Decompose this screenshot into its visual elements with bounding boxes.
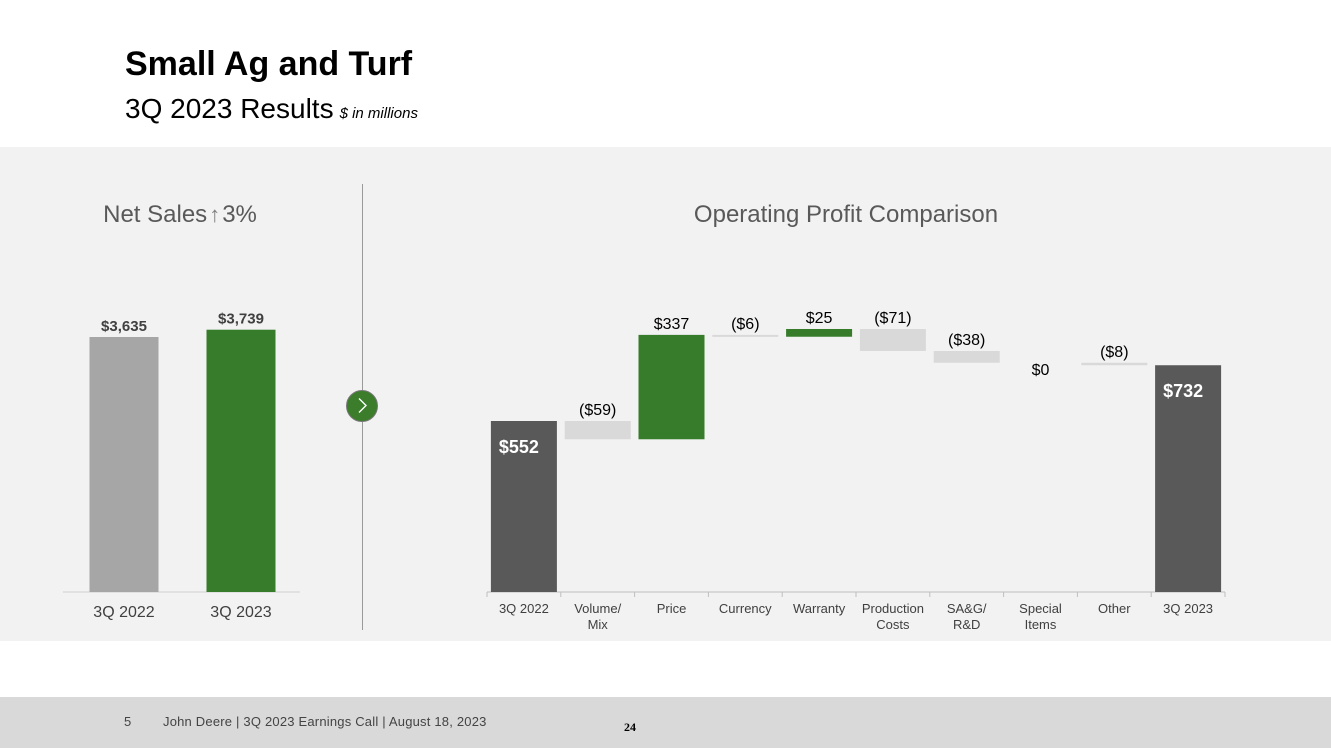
net-sales-bar [89, 337, 159, 592]
waterfall-category-label: Items [1025, 617, 1057, 632]
waterfall-delta-bar [933, 350, 1000, 363]
footer-text: John Deere | 3Q 2023 Earnings Call | Aug… [163, 714, 487, 729]
net-sales-title-text: Net Sales [103, 201, 208, 228]
slide-subtitle: 3Q 2023 Results $ in millions [125, 92, 418, 131]
waterfall-value-label: $0 [1032, 362, 1050, 379]
net-sales-category-label: 3Q 2022 [93, 604, 154, 621]
waterfall-category-label: Costs [876, 617, 910, 632]
waterfall-value-label: $732 [1163, 381, 1203, 401]
waterfall-category-label: Production [862, 601, 924, 616]
net-sales-title: Net Sales↑3% [60, 200, 300, 230]
waterfall-value-label: ($8) [1100, 344, 1128, 361]
net-sales-change: 3% [222, 201, 257, 228]
waterfall-category-label: 3Q 2023 [1163, 601, 1213, 616]
net-sales-value-label: $3,739 [218, 311, 264, 328]
waterfall-category-label: Mix [588, 617, 609, 632]
waterfall-delta-bar [564, 421, 631, 440]
waterfall-delta-bar [859, 328, 926, 351]
net-sales-bar [206, 329, 276, 592]
waterfall-value-label: ($59) [579, 402, 616, 419]
waterfall-category-label: R&D [953, 617, 980, 632]
slide-title: Small Ag and Turf [125, 45, 413, 83]
footer-slide-number: 24 [624, 720, 636, 734]
waterfall-category-label: Volume/ [574, 601, 621, 616]
waterfall-category-label: Warranty [793, 601, 846, 616]
waterfall-value-label: $25 [806, 310, 833, 327]
waterfall-category-label: Special [1019, 601, 1062, 616]
up-arrow-icon: ↑ [209, 202, 221, 227]
waterfall-category-label: Price [657, 601, 687, 616]
footer: 5 John Deere | 3Q 2023 Earnings Call | A… [0, 697, 1331, 748]
chevron-right-icon[interactable] [346, 390, 378, 422]
waterfall-delta-bar [786, 328, 853, 337]
waterfall-value-label: ($6) [731, 316, 759, 333]
footer-page-number: 5 [124, 714, 132, 729]
waterfall-total-bar [1155, 365, 1222, 592]
waterfall-value-label: ($71) [874, 310, 911, 327]
waterfall-value-label: $337 [654, 316, 690, 333]
waterfall-category-label: Currency [719, 601, 772, 616]
waterfall-value-label: ($38) [948, 332, 985, 349]
waterfall-delta-bar [1081, 362, 1148, 366]
unit-note: $ in millions [339, 105, 418, 122]
waterfall-total-bar [490, 421, 557, 592]
waterfall-category-label: 3Q 2022 [499, 601, 549, 616]
waterfall-delta-bar [712, 334, 779, 337]
operating-profit-title: Operating Profit Comparison [693, 201, 999, 228]
subtitle-text: 3Q 2023 Results [125, 93, 334, 124]
net-sales-category-label: 3Q 2023 [210, 604, 271, 621]
waterfall-delta-bar [638, 334, 705, 440]
waterfall-category-label: SA&G/ [947, 601, 987, 616]
waterfall-value-label: $552 [499, 437, 539, 457]
net-sales-value-label: $3,635 [101, 318, 147, 335]
waterfall-category-label: Other [1098, 601, 1131, 616]
